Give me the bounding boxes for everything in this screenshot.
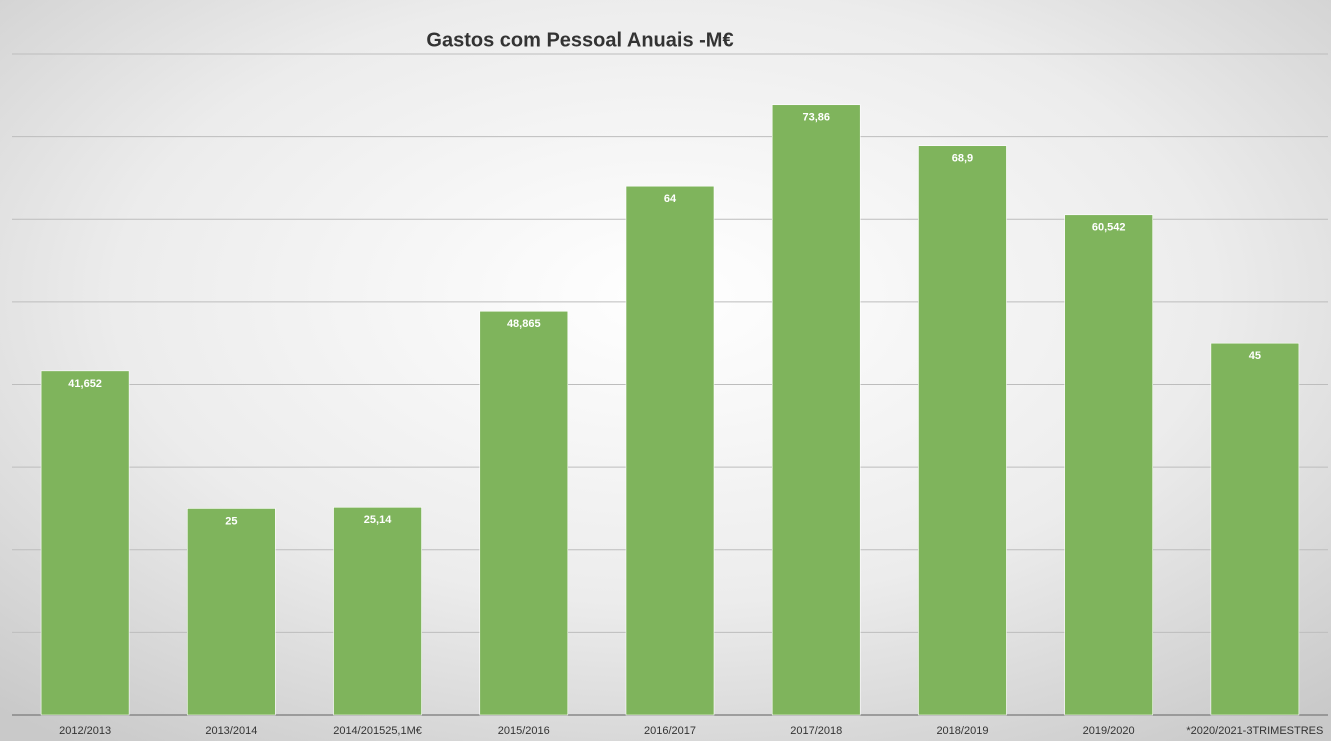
x-tick-label: *2020/2021-3TRIMESTRES [1186,725,1323,737]
bar [918,145,1007,716]
x-tick-label: 2012/2013 [59,725,111,737]
bar [333,506,422,716]
data-label: 73,86 [802,112,830,124]
bar [479,310,569,716]
x-tick-label: 2016/2017 [644,725,696,737]
data-label: 68,9 [952,153,973,165]
x-tick-label: 2013/2014 [205,725,257,737]
bar [625,185,715,716]
x-tick-label: 2018/2019 [936,725,988,737]
bar [1064,214,1153,716]
data-label: 60,542 [1092,222,1126,234]
data-label: 25 [225,515,237,527]
x-tick-label: 2015/2016 [498,725,550,737]
x-tick-label: 2019/2020 [1083,725,1135,737]
data-label: 64 [664,193,677,205]
bar [1210,342,1300,716]
data-label: 41,652 [68,378,102,390]
bar [187,508,276,716]
chart-title: Gastos com Pessoal Anuais -M€ [426,29,733,51]
x-tick-label: 2014/201525,1M€ [333,725,422,737]
data-label: 48,865 [507,318,541,330]
bar [40,370,130,716]
data-label: 45 [1249,350,1261,362]
data-label: 25,14 [364,514,392,526]
bar [771,104,861,716]
x-tick-label: 2017/2018 [790,725,842,737]
